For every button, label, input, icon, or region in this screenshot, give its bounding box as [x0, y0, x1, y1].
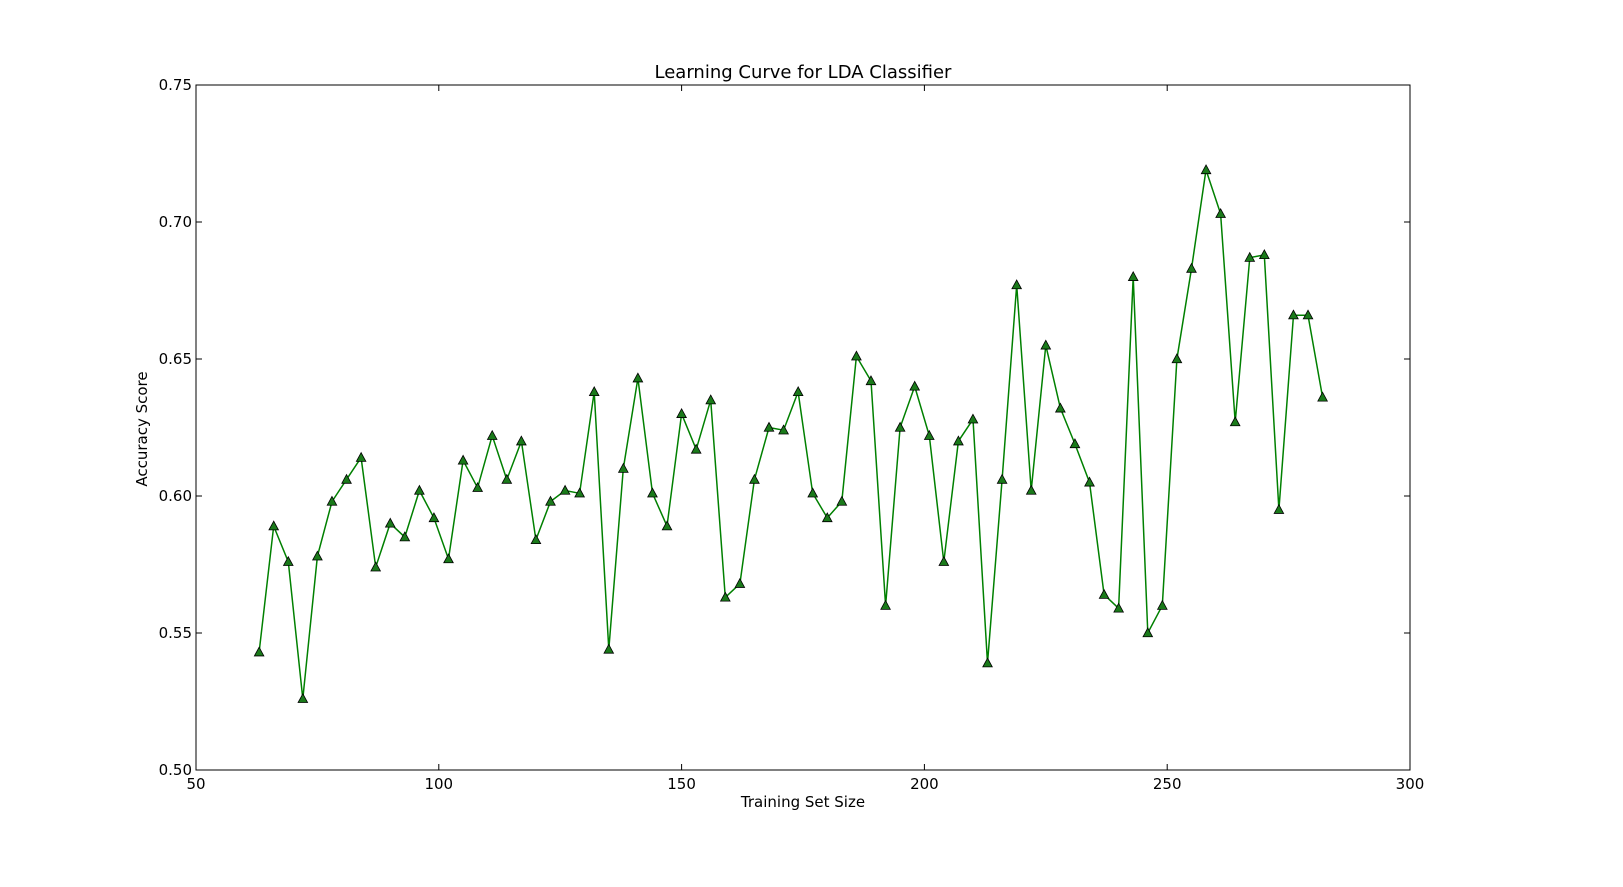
data-point-marker	[341, 473, 352, 484]
data-point-marker	[734, 577, 746, 588]
data-point-marker	[399, 531, 411, 542]
x-tick-label: 300	[1396, 775, 1425, 793]
data-point-marker	[865, 375, 877, 386]
data-point-marker	[632, 372, 644, 383]
data-point-marker	[792, 386, 804, 397]
data-point-marker	[880, 599, 891, 610]
x-tick-label: 50	[186, 775, 205, 793]
data-point-marker	[661, 520, 673, 531]
y-tick-label: 0.50	[159, 761, 192, 779]
data-point-marker	[952, 435, 964, 446]
data-point-marker	[705, 394, 717, 405]
data-point-marker	[355, 451, 367, 462]
data-point-marker	[559, 484, 571, 495]
chart-title: Learning Curve for LDA Classifier	[655, 62, 953, 83]
data-point-marker	[530, 534, 542, 544]
data-point-marker	[1171, 353, 1183, 364]
data-point-marker	[923, 429, 935, 440]
data-point-marker	[326, 495, 338, 506]
data-point-marker	[603, 643, 615, 654]
data-point-marker	[297, 692, 309, 703]
data-point-marker	[1156, 599, 1168, 610]
data-point-marker	[1258, 249, 1270, 260]
data-point-marker	[982, 657, 993, 668]
y-tick-label: 0.75	[159, 76, 192, 94]
data-point-marker	[1186, 262, 1197, 273]
x-tick-label: 150	[667, 775, 696, 793]
data-point-marker	[1025, 484, 1037, 495]
data-point-marker	[413, 484, 425, 495]
data-point-marker	[515, 435, 527, 446]
data-point-marker	[938, 555, 950, 566]
data-point-marker	[370, 561, 382, 572]
data-point-marker	[1215, 207, 1227, 218]
data-point-marker	[384, 517, 396, 528]
data-point-marker	[443, 553, 454, 564]
data-point-marker	[1069, 438, 1081, 449]
data-point-marker	[472, 481, 484, 492]
data-point-marker	[1084, 476, 1095, 487]
data-point-marker	[836, 495, 848, 506]
data-point-marker	[545, 495, 556, 506]
data-point-marker	[617, 462, 629, 473]
series-line	[258, 169, 1324, 699]
x-axis-label: Training Set Size	[740, 793, 865, 811]
data-point-marker	[1273, 503, 1285, 514]
data-point-marker	[1098, 588, 1110, 599]
data-point-marker	[850, 350, 862, 361]
data-point-marker	[1317, 391, 1329, 402]
data-point-marker	[253, 646, 265, 657]
series-accuracy	[253, 164, 1329, 703]
data-point-marker	[1244, 251, 1256, 262]
data-point-marker	[894, 421, 906, 432]
x-tick-label: 250	[1153, 775, 1182, 793]
data-point-marker	[501, 473, 513, 484]
data-point-marker	[1288, 309, 1299, 320]
data-point-marker	[1054, 402, 1066, 413]
data-point-marker	[676, 407, 688, 418]
y-tick-label: 0.60	[159, 487, 192, 505]
data-point-marker	[1011, 279, 1023, 290]
x-tick-label: 100	[424, 775, 453, 793]
data-point-marker	[778, 424, 789, 435]
data-point-marker	[311, 550, 323, 561]
data-point-marker	[1142, 627, 1154, 638]
data-point-marker	[282, 555, 294, 566]
x-tick-label: 200	[910, 775, 939, 793]
data-point-marker	[719, 591, 731, 602]
y-tick-label: 0.55	[159, 624, 192, 642]
data-point-marker	[763, 421, 775, 432]
y-axis-label: Accuracy Score	[133, 371, 151, 486]
data-point-marker	[1040, 339, 1052, 350]
plot-area-frame	[195, 84, 1411, 771]
data-point-marker	[909, 380, 921, 391]
data-point-marker	[574, 487, 586, 498]
data-point-marker	[268, 520, 280, 531]
data-point-marker	[428, 512, 440, 523]
data-point-marker	[967, 413, 979, 424]
data-point-marker	[588, 386, 600, 397]
data-point-marker	[1229, 416, 1241, 427]
data-point-marker	[486, 429, 498, 440]
data-point-marker	[807, 487, 819, 498]
data-point-marker	[690, 443, 702, 454]
data-point-marker	[821, 512, 833, 523]
data-point-marker	[1127, 270, 1139, 281]
data-point-marker	[1302, 309, 1314, 320]
data-point-marker	[457, 454, 469, 465]
y-tick-label: 0.70	[159, 213, 192, 231]
data-point-marker	[1113, 602, 1125, 613]
y-tick-label: 0.65	[159, 350, 192, 368]
data-point-marker	[749, 473, 760, 484]
data-point-marker	[996, 473, 1008, 484]
data-point-marker	[1200, 164, 1212, 175]
data-point-marker	[647, 487, 658, 498]
